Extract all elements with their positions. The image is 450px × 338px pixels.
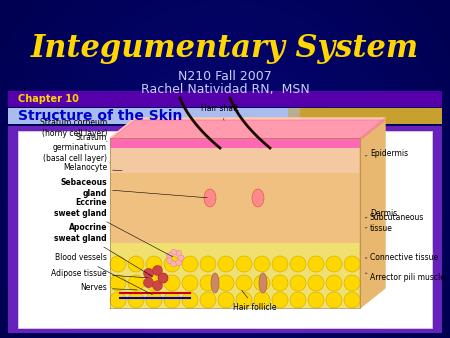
- Circle shape: [344, 275, 360, 291]
- Circle shape: [254, 275, 270, 291]
- Text: Chapter 10: Chapter 10: [18, 94, 79, 104]
- Bar: [110, 138, 360, 173]
- Circle shape: [326, 292, 342, 308]
- Circle shape: [272, 275, 288, 291]
- Text: Rachel Natividad RN,  MSN: Rachel Natividad RN, MSN: [140, 82, 310, 96]
- Circle shape: [166, 258, 173, 264]
- Circle shape: [171, 261, 177, 267]
- Text: Arrector pili muscle: Arrector pili muscle: [365, 273, 445, 283]
- Bar: [288, 108, 442, 124]
- Bar: [110, 173, 360, 243]
- Circle shape: [326, 275, 342, 291]
- Circle shape: [164, 275, 180, 291]
- Circle shape: [171, 249, 177, 255]
- Text: Integumentary System: Integumentary System: [31, 32, 419, 64]
- Text: Hair follicle: Hair follicle: [233, 290, 277, 312]
- Text: Adipose tissue: Adipose tissue: [51, 268, 147, 278]
- Bar: [270, 108, 300, 124]
- Bar: [8, 126, 442, 333]
- Text: Dermis: Dermis: [365, 209, 397, 218]
- Circle shape: [344, 292, 360, 308]
- Circle shape: [236, 292, 252, 308]
- Circle shape: [182, 292, 198, 308]
- Circle shape: [290, 275, 306, 291]
- Text: Apocrine
sweat gland: Apocrine sweat gland: [54, 223, 153, 276]
- Circle shape: [200, 256, 216, 272]
- Text: Epidermis: Epidermis: [365, 148, 408, 158]
- Circle shape: [153, 281, 162, 291]
- Bar: [110, 138, 360, 148]
- Circle shape: [158, 273, 168, 283]
- Circle shape: [218, 275, 234, 291]
- Circle shape: [144, 278, 153, 288]
- Text: Stratum
germinativum
(basal cell layer): Stratum germinativum (basal cell layer): [43, 133, 110, 163]
- Circle shape: [218, 256, 234, 272]
- Circle shape: [272, 256, 288, 272]
- Text: Subcutaneous
tissue: Subcutaneous tissue: [365, 213, 424, 233]
- Circle shape: [176, 250, 182, 256]
- Circle shape: [146, 275, 162, 291]
- Circle shape: [178, 255, 184, 261]
- Text: Hair shaft: Hair shaft: [201, 104, 239, 120]
- Circle shape: [236, 275, 252, 291]
- Ellipse shape: [259, 273, 267, 293]
- Circle shape: [290, 256, 306, 272]
- Polygon shape: [360, 118, 385, 308]
- Polygon shape: [110, 118, 385, 138]
- Text: Melanocyte: Melanocyte: [63, 164, 122, 172]
- Circle shape: [158, 273, 168, 283]
- Text: Eccrine
sweet gland: Eccrine sweet gland: [54, 198, 172, 257]
- Polygon shape: [110, 120, 385, 140]
- Ellipse shape: [252, 189, 264, 207]
- Text: Structure of the Skin: Structure of the Skin: [18, 109, 182, 123]
- Circle shape: [218, 292, 234, 308]
- Text: Sebaceous
gland: Sebaceous gland: [60, 178, 207, 198]
- Circle shape: [178, 255, 184, 261]
- Circle shape: [166, 252, 173, 258]
- Circle shape: [308, 292, 324, 308]
- Bar: [110, 243, 360, 308]
- Circle shape: [308, 256, 324, 272]
- Circle shape: [182, 275, 198, 291]
- Circle shape: [146, 256, 162, 272]
- Ellipse shape: [204, 189, 216, 207]
- Circle shape: [164, 292, 180, 308]
- Ellipse shape: [211, 273, 219, 293]
- Circle shape: [144, 268, 153, 278]
- Text: N210 Fall 2007: N210 Fall 2007: [178, 70, 272, 82]
- Circle shape: [290, 292, 306, 308]
- Circle shape: [182, 256, 198, 272]
- Circle shape: [164, 256, 180, 272]
- Bar: [8, 91, 442, 107]
- Text: Connective tissue: Connective tissue: [365, 254, 438, 263]
- Circle shape: [146, 292, 162, 308]
- Circle shape: [254, 256, 270, 272]
- Bar: [18, 131, 432, 328]
- Circle shape: [326, 256, 342, 272]
- Circle shape: [200, 292, 216, 308]
- Circle shape: [236, 256, 252, 272]
- Circle shape: [344, 256, 360, 272]
- Circle shape: [128, 275, 144, 291]
- Circle shape: [110, 256, 126, 272]
- Circle shape: [200, 275, 216, 291]
- Circle shape: [110, 275, 126, 291]
- Circle shape: [128, 256, 144, 272]
- Text: Blood vessels: Blood vessels: [55, 254, 153, 295]
- Text: Stratum corneum
(horny cell layer): Stratum corneum (horny cell layer): [40, 118, 108, 142]
- Circle shape: [308, 275, 324, 291]
- Circle shape: [272, 292, 288, 308]
- Circle shape: [110, 292, 126, 308]
- Circle shape: [254, 292, 270, 308]
- Text: Nerves: Nerves: [80, 284, 137, 292]
- Bar: [8, 108, 288, 124]
- Circle shape: [176, 260, 182, 266]
- Circle shape: [128, 292, 144, 308]
- Circle shape: [153, 265, 162, 275]
